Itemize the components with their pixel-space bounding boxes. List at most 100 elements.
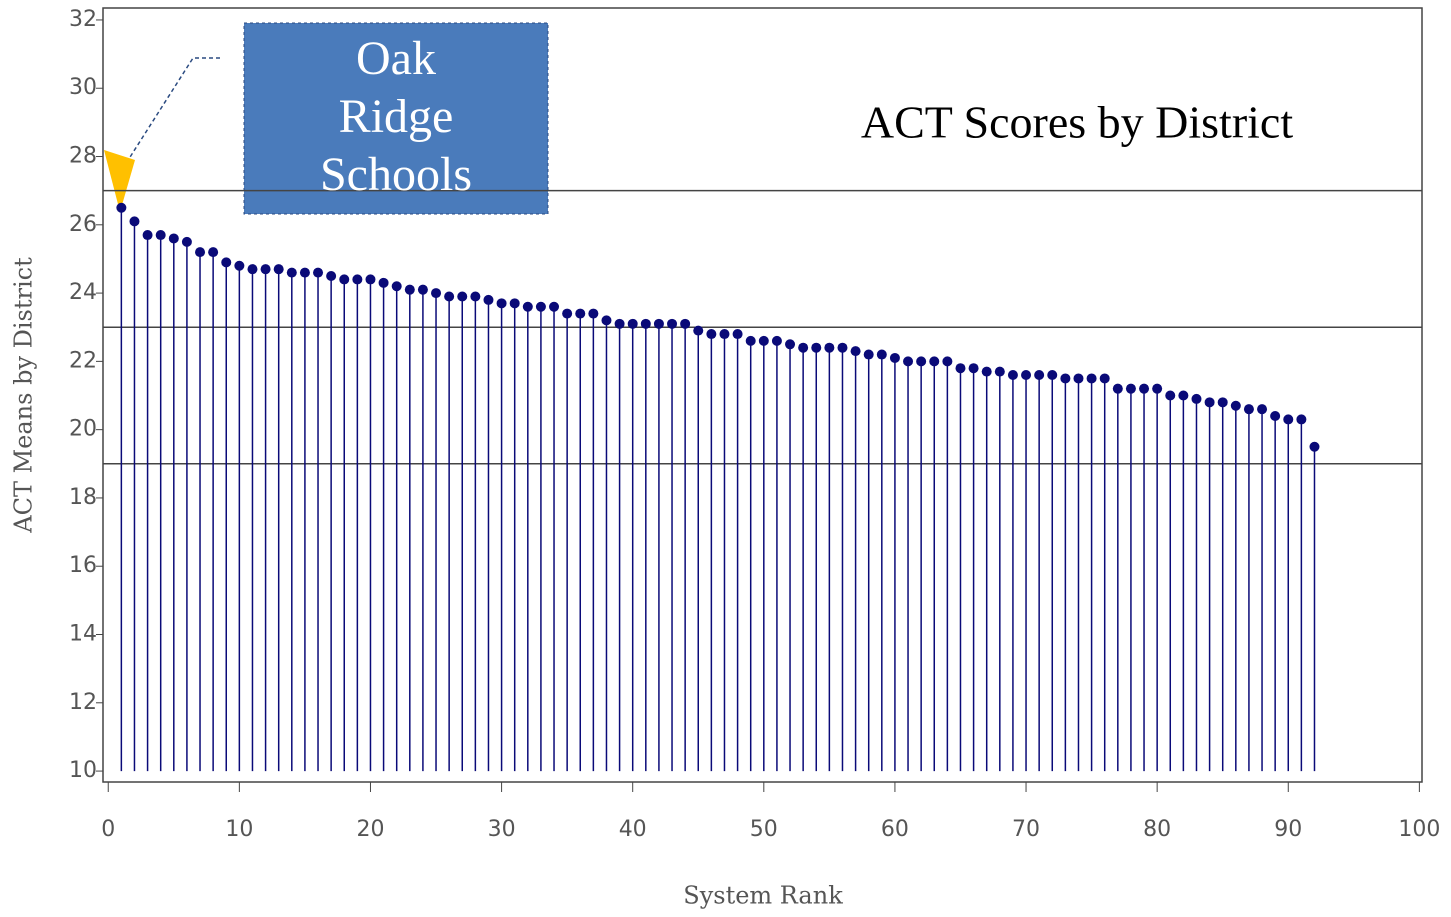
marker [1112, 383, 1123, 394]
y-tick-label: 22 [69, 348, 97, 373]
annotation-text: Ridge [339, 90, 454, 143]
marker [627, 318, 638, 329]
marker [496, 298, 507, 309]
marker [942, 356, 953, 367]
marker [286, 267, 297, 278]
marker [483, 294, 494, 305]
marker [142, 230, 153, 241]
marker [863, 349, 874, 360]
marker [431, 288, 442, 299]
marker [601, 315, 612, 326]
marker [1309, 441, 1320, 452]
marker [181, 236, 192, 247]
marker [706, 329, 717, 340]
marker [1021, 370, 1032, 381]
marker [391, 281, 402, 292]
y-tick-label: 12 [69, 690, 97, 715]
marker [339, 274, 350, 285]
marker [1060, 373, 1071, 384]
marker [771, 335, 782, 346]
y-tick-label: 26 [69, 212, 97, 237]
x-tick-label: 70 [1012, 817, 1040, 842]
marker [221, 257, 232, 268]
marker [732, 329, 743, 340]
marker [1007, 370, 1018, 381]
marker [1125, 383, 1136, 394]
marker [444, 291, 455, 302]
x-tick-label: 20 [356, 817, 384, 842]
marker [876, 349, 887, 360]
y-tick-label: 16 [69, 553, 97, 578]
marker [378, 277, 389, 288]
marker [1034, 370, 1045, 381]
y-tick-label: 14 [69, 622, 97, 647]
marker [719, 329, 730, 340]
marker [653, 318, 664, 329]
marker [1178, 390, 1189, 401]
y-tick-label: 20 [69, 417, 97, 442]
marker [1243, 404, 1254, 415]
marker [588, 308, 599, 319]
marker [981, 366, 992, 377]
annotation-text: Oak [356, 32, 436, 85]
marker [352, 274, 363, 285]
marker [903, 356, 914, 367]
marker [798, 342, 809, 353]
marker [614, 318, 625, 329]
marker [916, 356, 927, 367]
y-tick-label: 18 [69, 485, 97, 510]
x-tick-label: 0 [101, 817, 115, 842]
marker [1283, 414, 1294, 425]
marker [404, 284, 415, 295]
marker [889, 352, 900, 363]
y-tick-label: 32 [69, 7, 97, 32]
plot-frame [102, 7, 1423, 783]
x-tick-label: 10 [225, 817, 253, 842]
marker [811, 342, 822, 353]
marker [1165, 390, 1176, 401]
marker [365, 274, 376, 285]
marker [509, 298, 520, 309]
marker [155, 230, 166, 241]
marker [929, 356, 940, 367]
x-tick-label: 80 [1143, 817, 1171, 842]
x-tick-label: 90 [1274, 817, 1302, 842]
marker [824, 342, 835, 353]
chart-title: ACT Scores by District [861, 97, 1294, 148]
marker [260, 264, 271, 275]
marker [1191, 393, 1202, 404]
marker [562, 308, 573, 319]
marker [1296, 414, 1307, 425]
marker [299, 267, 310, 278]
marker [575, 308, 586, 319]
marker [1047, 370, 1058, 381]
marker [273, 264, 284, 275]
annotation-text: Schools [320, 148, 472, 201]
marker [1230, 400, 1241, 411]
marker [535, 301, 546, 312]
marker [457, 291, 468, 302]
annotation-box [243, 22, 549, 215]
marker [745, 335, 756, 346]
marker [247, 264, 258, 275]
marker [667, 318, 678, 329]
x-axis-label: System Rank [683, 882, 843, 910]
marker [758, 335, 769, 346]
marker [837, 342, 848, 353]
x-tick-label: 100 [1398, 817, 1440, 842]
annotation-leader [124, 57, 220, 166]
marker [470, 291, 481, 302]
marker [994, 366, 1005, 377]
y-tick-label: 24 [69, 280, 97, 305]
marker [1217, 397, 1228, 408]
y-tick-label: 10 [69, 758, 97, 783]
y-axis-label: ACT Means by District [10, 257, 38, 534]
marker [693, 325, 704, 336]
marker [1257, 404, 1268, 415]
marker [955, 363, 966, 374]
marker [968, 363, 979, 374]
marker [1270, 410, 1281, 421]
marker [1073, 373, 1084, 384]
